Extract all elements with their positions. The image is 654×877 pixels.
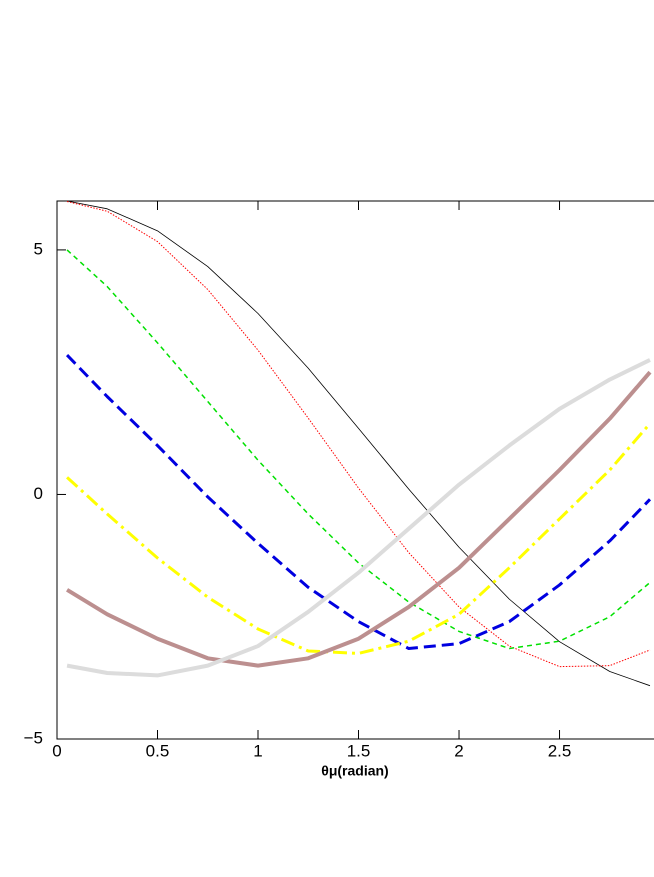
series-line	[66, 249, 651, 650]
series-line	[66, 370, 652, 668]
series-line	[66, 200, 651, 687]
x-tick-label: 2.5	[548, 741, 572, 760]
series-line	[66, 422, 652, 655]
x-tick-label: 0.5	[146, 741, 170, 760]
x-tick-label: 1	[253, 741, 262, 760]
plot-frame	[56, 200, 654, 740]
x-tick-label: 2	[454, 741, 463, 760]
x-tick-label: 1.5	[347, 741, 371, 760]
series-line	[66, 358, 651, 678]
series-line	[65, 354, 652, 651]
y-tick-label: 0	[34, 484, 43, 503]
x-tick-label: 0	[52, 741, 61, 760]
x-axis-label: θμ(radian)	[321, 763, 388, 779]
y-tick-label: 5	[34, 239, 43, 258]
series-line	[66, 201, 651, 668]
y-tick-label: −5	[24, 728, 43, 747]
